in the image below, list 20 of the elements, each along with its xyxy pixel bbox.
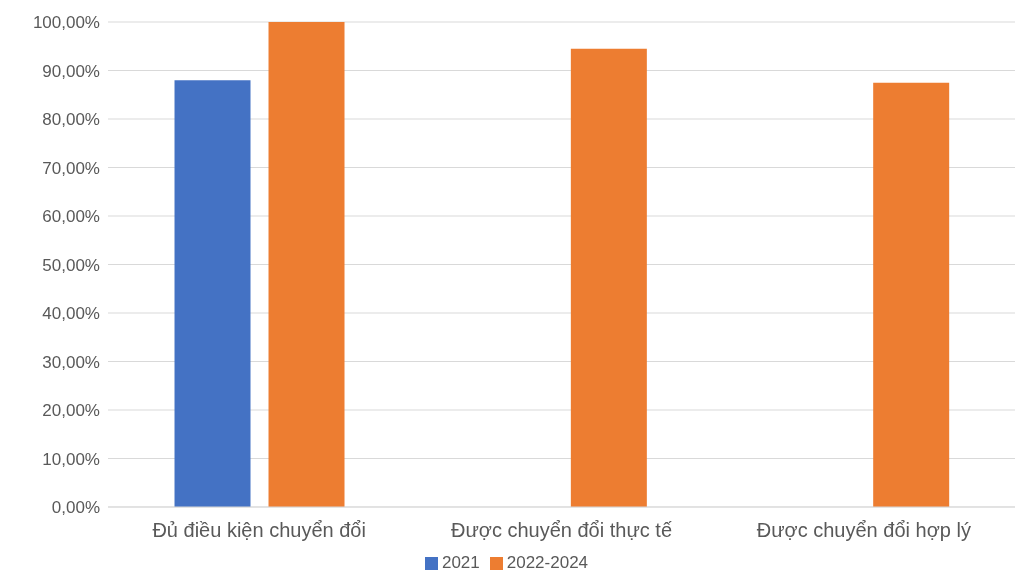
bar <box>268 22 345 507</box>
x-tick-label: Được chuyển đổi hợp lý <box>756 519 971 542</box>
legend-label: 2022-2024 <box>506 553 589 572</box>
y-tick-label: 70,00% <box>42 158 100 178</box>
y-tick-label: 40,00% <box>42 304 100 324</box>
y-tick-label: 50,00% <box>42 255 100 275</box>
bar <box>873 82 950 507</box>
x-tick-label: Đủ điều kiện chuyển đổi <box>152 519 366 542</box>
y-tick-label: 30,00% <box>42 352 100 372</box>
x-tick-label: Được chuyển đổi thực tế <box>450 519 673 542</box>
y-tick-label: 100,00% <box>32 13 100 33</box>
bar <box>570 48 647 507</box>
y-tick-label: 20,00% <box>42 401 100 421</box>
bar <box>174 80 251 507</box>
y-tick-label: 60,00% <box>42 207 100 227</box>
y-tick-label: 80,00% <box>42 110 100 130</box>
y-tick-label: 0,00% <box>51 498 100 518</box>
y-tick-label: 10,00% <box>42 449 100 469</box>
legend-label: 2021 <box>441 553 480 572</box>
y-tick-label: 90,00% <box>42 61 100 81</box>
